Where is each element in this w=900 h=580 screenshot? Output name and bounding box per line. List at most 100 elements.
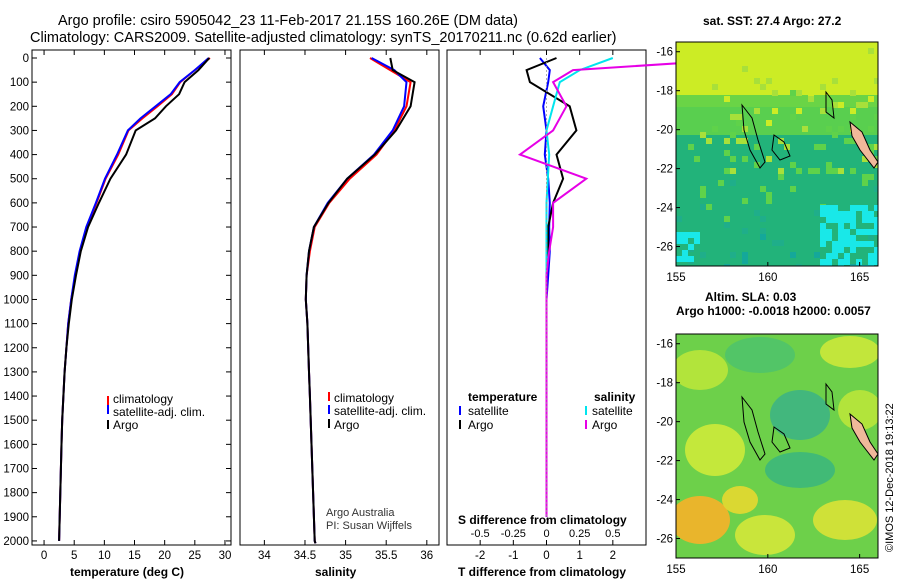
sst-cell [796,168,802,174]
salinity-xlabel: salinity [315,565,357,579]
sst-cell [730,156,736,162]
sst-cell [676,150,682,156]
sst-cell [742,156,748,162]
y-tick-label: 1400 [3,391,29,403]
sst-cool-cell [832,253,838,259]
y-tick-label: 300 [10,125,29,137]
sst-cool-cell [874,229,878,235]
sst-cell [772,108,778,114]
sst-cell [724,264,730,266]
sst-cell [838,66,844,72]
sst-cool-cell [820,241,826,247]
sst-cool-cell [826,253,832,259]
sst-cell [724,162,730,168]
sst-cell [682,168,688,174]
sst-cell [874,78,878,84]
sst-cell [838,102,844,108]
sst-cell [700,174,706,180]
sst-cell [874,114,878,120]
sst-cell [820,108,826,114]
sst-cell [868,234,874,240]
y-tick-label: 500 [10,174,29,186]
sst-cell [724,222,730,228]
sst-cell [724,168,730,174]
legend-argo-label: Argo [334,418,360,432]
sst-cell [688,240,694,246]
sst-cell [736,114,742,120]
sst-cell [730,66,736,72]
sst-cell [868,174,874,180]
sst-cell [736,138,742,144]
sst-cool-cell [826,205,832,211]
sst-cell [724,96,730,102]
sst-cell [742,54,748,60]
sst-cell [742,228,748,234]
sst-cell [838,168,844,174]
sst-cell [724,150,730,156]
map-x-tick-label: 155 [666,272,685,284]
map-x-tick-label: 155 [666,564,685,576]
sst-cell [766,204,772,210]
x-tick-label: 10 [98,550,111,562]
sst-cool-cell [850,241,856,247]
sst-cell [742,258,748,264]
sst-cell [778,204,784,210]
sst-cool-cell [856,229,862,235]
sst-cell [766,120,772,126]
map-y-tick-label: -16 [656,339,673,351]
legend-satellite-label: satellite-adj. clim. [334,404,426,418]
sst-cell [850,90,856,96]
sst-cool-cell [832,205,838,211]
sst-cell [808,96,814,102]
y-tick-label: 100 [10,77,29,89]
sst-cell [784,72,790,78]
sst-cell [826,192,832,198]
sst-cell [700,186,706,192]
map-x-tick-label: 165 [850,564,869,576]
legend-salinity-heading: salinity [594,390,636,404]
sst-cell [832,102,838,108]
sst-cell [730,180,736,186]
sst-cool-cell [838,229,844,235]
sst-cell [850,264,856,266]
sst-cell [730,246,736,252]
sst-cool-cell [850,217,856,223]
sst-cool-cell [820,205,826,211]
sst-cell [832,168,838,174]
sst-cool-cell [874,217,878,223]
sst-cool-cell [820,229,826,235]
sst-cool-cell [832,217,838,223]
y-tick-label: 800 [10,246,29,258]
sst-cell [844,246,850,252]
sst-cell [760,228,766,234]
sst-cell [742,66,748,72]
sst-cell [784,180,790,186]
temperature-xlabel: temperature (deg C) [70,565,184,579]
sst-cell [694,156,700,162]
sst-cell [844,162,850,168]
sst-cell [856,234,862,240]
sst-cell [772,66,778,72]
annotation-pi-name: PI: Susan Wijffels [326,520,412,532]
sst-cell [754,210,760,216]
y-tick-label: 1200 [3,343,29,355]
sst-cell [790,114,796,120]
sst-cell [778,174,784,180]
sst-cell [868,126,874,132]
sst-cell [718,66,724,72]
legend-climatology-label: climatology [113,392,173,406]
sst-cool-cell [676,256,682,262]
sst-cell [850,162,856,168]
sst-cell [700,156,706,162]
sst-cool-cell [832,211,838,217]
sst-cell [712,126,718,132]
map-x-tick-label: 160 [758,272,777,284]
sst-cell [814,252,820,258]
sst-cool-cell [844,253,850,259]
sst-cell [760,216,766,222]
series-line-argo [304,57,416,544]
y-tick-label: 1600 [3,439,29,451]
sst-cell [754,222,760,228]
sst-cool-cell [682,232,688,238]
